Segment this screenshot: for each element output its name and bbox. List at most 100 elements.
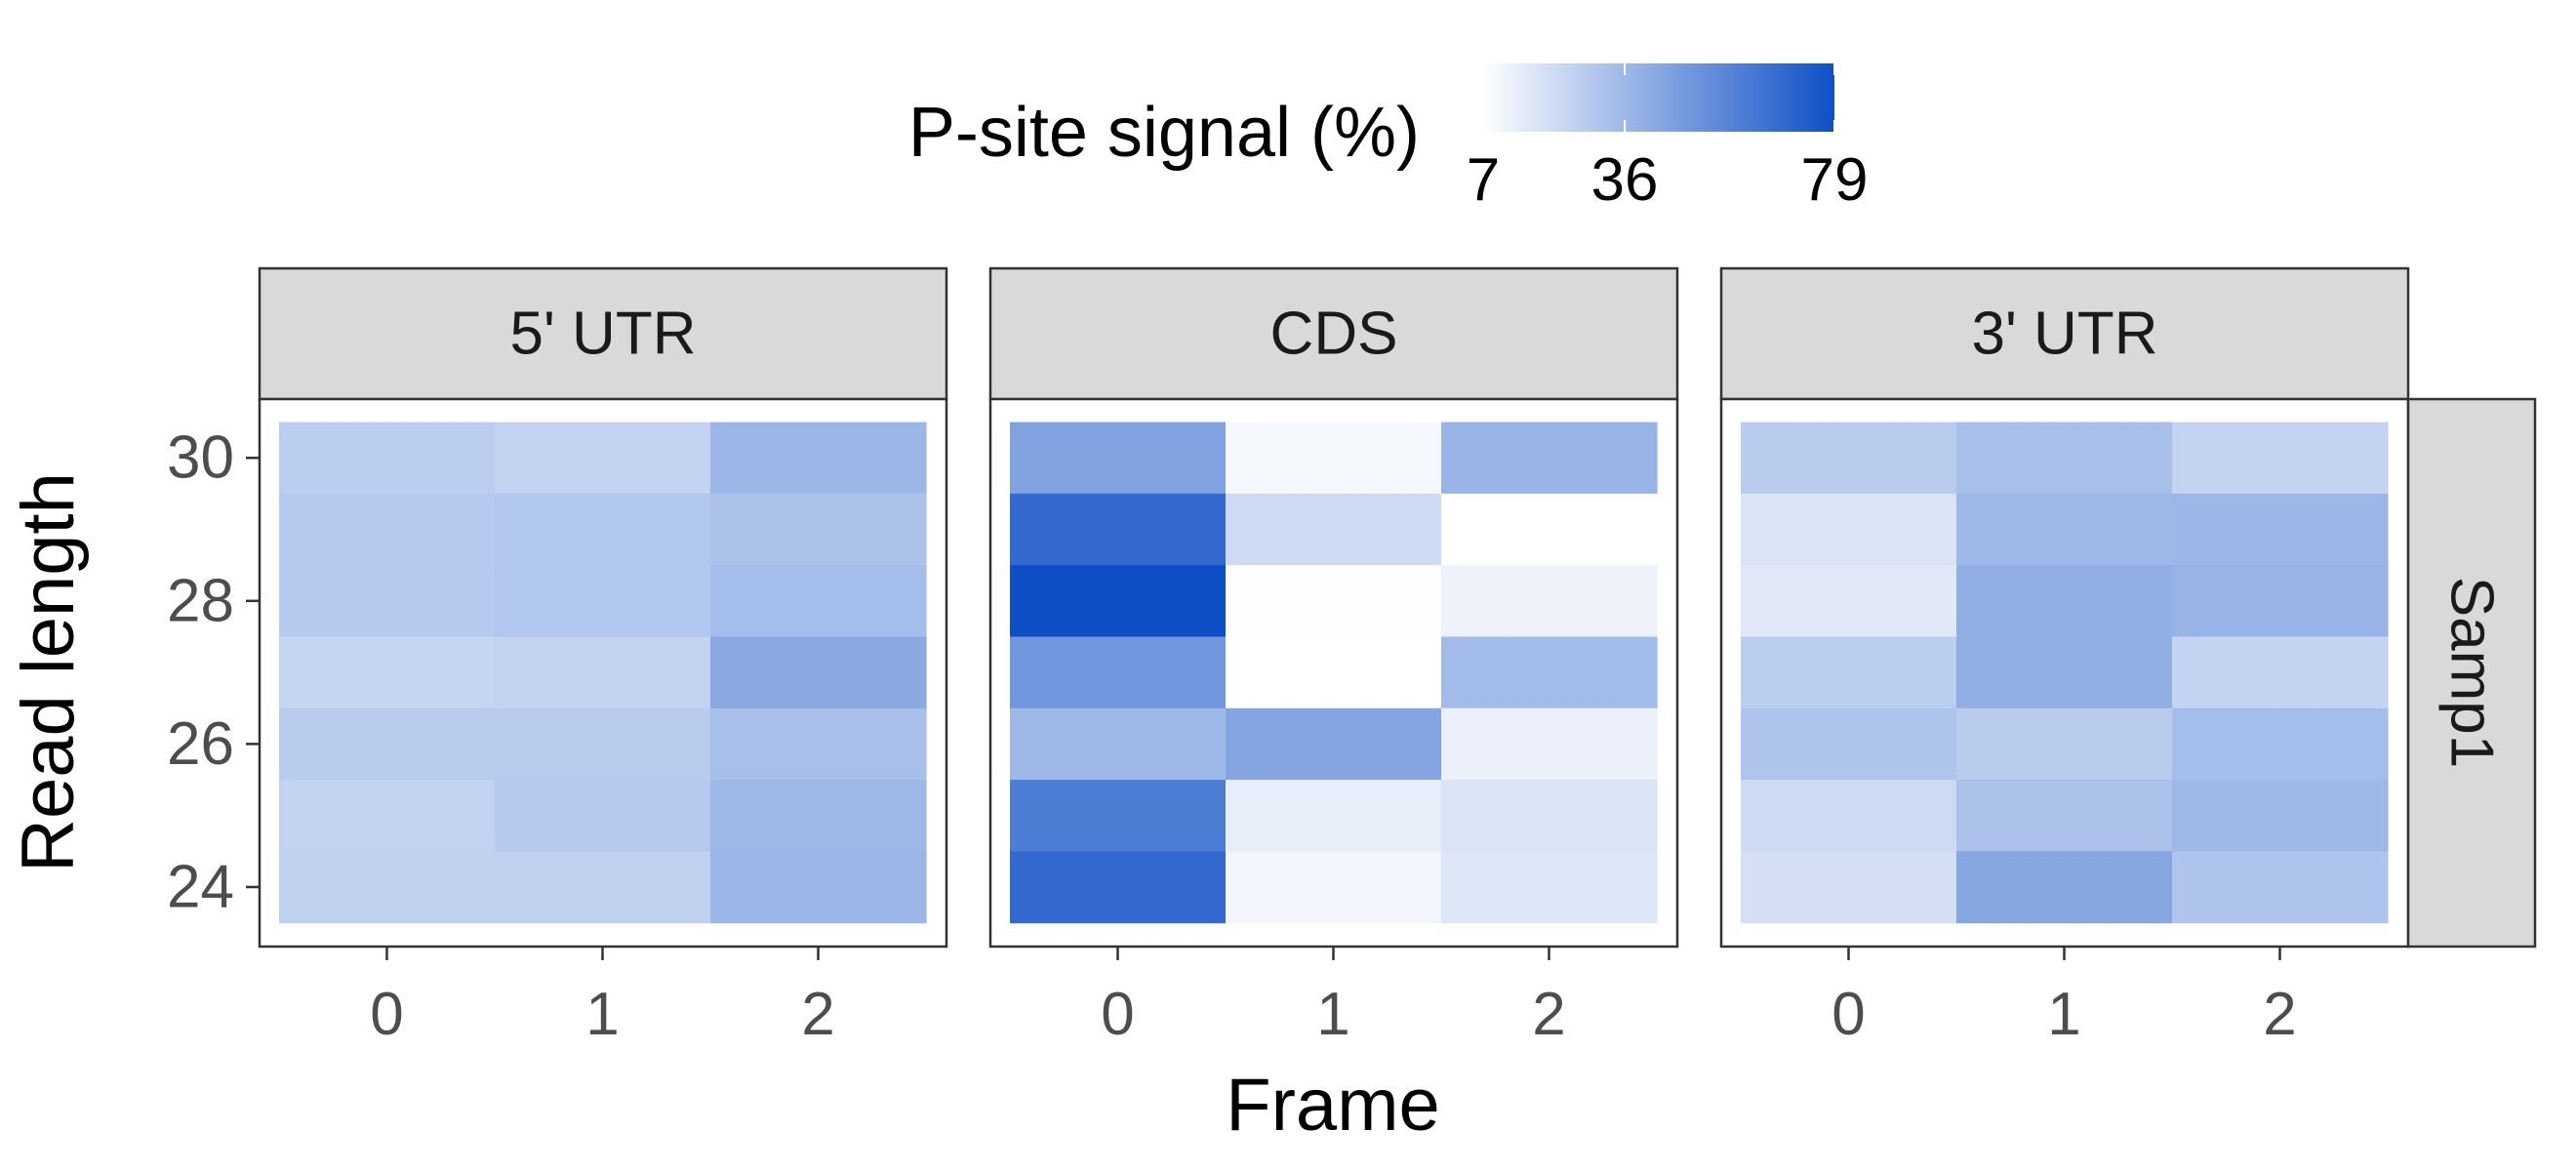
x-tick-label: 2 (1532, 981, 1565, 1048)
facet-panel: CDS 0 1 2 (988, 266, 1679, 1048)
heatmap-cell (1010, 422, 1227, 495)
heatmap-cell (279, 565, 496, 638)
heatmap-cell (2172, 851, 2389, 924)
heatmap-cell (710, 493, 927, 566)
heatmap-cell (1441, 422, 1658, 495)
heatmap-cell (1441, 780, 1658, 852)
facet-strip-label: 3' UTR (1972, 301, 2158, 368)
legend-colorbar (1483, 63, 1834, 132)
facet-strip-label: CDS (1270, 301, 1398, 368)
heatmap-cell (1226, 565, 1442, 638)
x-tick-label: 1 (585, 981, 619, 1048)
heatmap-cell (1741, 422, 1957, 495)
facet-panel: 5' UTR 0 1 2 (258, 266, 948, 1048)
facet-strip (1719, 266, 2410, 401)
facet-strip (258, 266, 948, 401)
heatmap-cell (1010, 707, 1227, 781)
heatmap-cell (1226, 851, 1442, 924)
legend-break-label: 79 (1801, 146, 1869, 214)
heatmap-cell (1010, 636, 1227, 709)
heatmap-cell (279, 707, 496, 781)
heatmap-cell (1956, 780, 2173, 852)
legend-break-label: 7 (1467, 146, 1500, 214)
legend: P-site signal (%) 7 36 79 (908, 63, 1869, 214)
heatmap-cell (1010, 851, 1227, 924)
y-axis-label: Read length (7, 472, 90, 872)
heatmap-cell (1741, 851, 1957, 924)
heatmap-cell (710, 422, 927, 495)
facet-strip-label: 5' UTR (510, 301, 697, 368)
legend-break-label: 36 (1591, 146, 1659, 214)
heatmap-cell (495, 565, 711, 638)
heatmap-cell (279, 851, 496, 924)
heatmap-cell (495, 636, 711, 709)
heatmap-cell (1956, 707, 2173, 781)
x-tick-label: 0 (1101, 981, 1134, 1048)
heatmap-cell (1226, 493, 1442, 566)
x-axis-label: Frame (1226, 1064, 1440, 1147)
heatmap-cell (495, 493, 711, 566)
heatmap-cell (279, 636, 496, 709)
y-axis-ticks: 24 26 28 30 (167, 424, 260, 921)
heatmap-cell (2172, 565, 2389, 638)
heatmap-cell (279, 422, 496, 495)
heatmap-cell (2172, 780, 2389, 852)
heatmap-cell (1226, 636, 1442, 709)
heatmap-cell (710, 780, 927, 852)
y-tick-label: 26 (167, 710, 234, 778)
heatmap-cell (1226, 707, 1442, 781)
legend-title: P-site signal (%) (908, 94, 1420, 172)
row-strip: Samp1 (2406, 397, 2537, 949)
heatmap-cell (1741, 636, 1957, 709)
heatmap-cell (1741, 493, 1957, 566)
heatmap-cell (1226, 780, 1442, 852)
heatmap-cell (495, 707, 711, 781)
heatmap-cell (1010, 780, 1227, 852)
heatmap-cell (1956, 851, 2173, 924)
heatmap-cell (1741, 780, 1957, 852)
heatmap-cell (1441, 851, 1658, 924)
row-strip-box (2406, 397, 2537, 949)
panels: 5' UTR 0 1 2 CDS 0 1 2 3' UTR 0 1 2 (258, 266, 2410, 1048)
heatmap-cell (279, 780, 496, 852)
heatmap-cell (2172, 422, 2389, 495)
x-tick-label: 2 (2263, 981, 2296, 1048)
heatmap-cell (495, 422, 711, 495)
heatmap-cell (495, 780, 711, 852)
x-tick-label: 2 (801, 981, 834, 1048)
y-tick-label: 28 (167, 567, 234, 634)
heatmap-cell (1956, 422, 2173, 495)
x-tick-label: 1 (2047, 981, 2080, 1048)
y-tick-label: 24 (167, 854, 234, 921)
row-strip-label: Samp1 (2438, 577, 2506, 768)
heatmap-cell (2172, 707, 2389, 781)
legend-ticks: 7 36 79 (1467, 63, 1869, 214)
heatmap-cell (1010, 565, 1227, 638)
x-tick-label: 0 (370, 981, 403, 1048)
heatmap-cell (1010, 493, 1227, 566)
x-tick-label: 0 (1831, 981, 1865, 1048)
heatmap-cell (1441, 565, 1658, 638)
heatmap-cell (1956, 493, 2173, 566)
y-tick-label: 30 (167, 424, 234, 492)
heatmap-cell (710, 851, 927, 924)
heatmap-cell (710, 636, 927, 709)
heatmap-cell (1741, 707, 1957, 781)
heatmap-cell (1441, 707, 1658, 781)
heatmap-cell (710, 707, 927, 781)
heatmap-cell (2172, 636, 2389, 709)
facet-strip (988, 266, 1679, 401)
heatmap-cell (495, 851, 711, 924)
heatmap-cell (279, 493, 496, 566)
heatmap-cell (1441, 493, 1658, 566)
x-tick-label: 1 (1316, 981, 1349, 1048)
heatmap-cell (2172, 493, 2389, 566)
heatmap-cell (710, 565, 927, 638)
heatmap-cell (1956, 565, 2173, 638)
heatmap-cell (1956, 636, 2173, 709)
heatmap-cell (1226, 422, 1442, 495)
facet-panel: 3' UTR 0 1 2 (1719, 266, 2410, 1048)
y-axis: 24 26 28 30 Read length (7, 424, 260, 921)
heatmap-cell (1741, 565, 1957, 638)
